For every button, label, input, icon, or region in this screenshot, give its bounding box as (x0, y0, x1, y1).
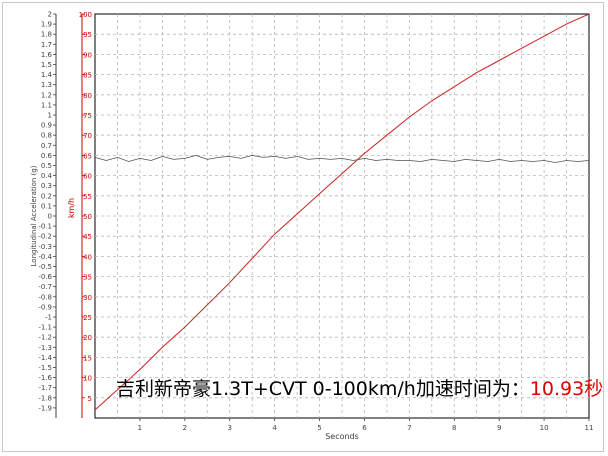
time-tick-label: 8 (452, 424, 456, 432)
time-tick-label: 2 (183, 424, 187, 432)
time-tick-label: 3 (227, 424, 231, 432)
acceleration-tick-label: -1.3 (38, 344, 52, 352)
acceleration-tick-label: -0.9 (38, 303, 52, 311)
acceleration-tick-label: 1 (48, 112, 52, 120)
speed-tick-label: 65 (83, 152, 92, 160)
acceleration-tick-label: 0 (48, 213, 52, 221)
speed-tick-label: 60 (83, 173, 92, 181)
speed-tick-label: 5 (88, 395, 92, 403)
speed-tick-label: 35 (83, 274, 92, 282)
speed-tick-label: 15 (83, 354, 92, 362)
speed-tick-label: 85 (83, 72, 92, 80)
speed-tick-label: 95 (83, 31, 92, 39)
time-tick-label: 7 (407, 424, 411, 432)
time-axis-label: Seconds (325, 432, 359, 441)
speed-tick-label: 80 (83, 92, 92, 100)
acceleration-tick-label: 1.8 (41, 31, 52, 39)
speed-tick-label: 55 (83, 193, 92, 201)
acceleration-tick-label: 0.6 (41, 152, 53, 160)
time-tick-label: 11 (585, 424, 594, 432)
acceleration-tick-label: -0.1 (38, 223, 52, 231)
acceleration-tick-label: 0.8 (41, 132, 52, 140)
speed-tick-label: 40 (83, 253, 92, 261)
time-tick-label: 1 (138, 424, 142, 432)
speed-tick-label: 25 (83, 314, 92, 322)
speed-tick-label: 70 (83, 132, 92, 140)
time-tick-label: 9 (497, 424, 501, 432)
acceleration-tick-label: 0.4 (41, 172, 53, 180)
series-layer (94, 13, 590, 411)
speed-tick-label: 10 (83, 375, 92, 383)
acceleration-tick-label: -1.8 (38, 394, 52, 402)
acceleration-tick-label: 1.6 (41, 51, 53, 59)
acceleration-tick-label: -0.7 (38, 283, 52, 291)
acceleration-tick-label: -1.6 (38, 374, 52, 382)
acceleration-tick-label: 0.3 (41, 182, 52, 190)
acceleration-tick-label: 1.4 (41, 71, 53, 79)
acceleration-series-line (94, 154, 590, 163)
grid-lines (95, 14, 589, 418)
speed-tick-label: 30 (83, 294, 92, 302)
acceleration-result-caption: 吉利新帝豪1.3T+CVT 0-100km/h加速时间为：10.93秒 (116, 374, 603, 401)
acceleration-tick-label: -1.9 (38, 404, 52, 412)
time-tick-label: 10 (540, 424, 549, 432)
acceleration-tick-label: -1.2 (38, 334, 52, 342)
acceleration-tick-label: -0.5 (38, 263, 52, 271)
acceleration-tick-label: 1.5 (41, 61, 52, 69)
time-tick-label: 5 (317, 424, 321, 432)
acceleration-tick-label: -0.8 (38, 293, 52, 301)
time-tick-label: 4 (272, 424, 277, 432)
acceleration-tick-label: -0.4 (38, 253, 52, 261)
speed-tick-label: 20 (83, 334, 92, 342)
acceleration-tick-label: 1.3 (41, 81, 52, 89)
caption-text: 吉利新帝豪1.3T+CVT 0-100km/h加速时间为： (116, 378, 530, 400)
speed-tick-label: 75 (83, 112, 92, 120)
speed-axis: 100 95 90 85 80 75 70 65 60 55 50 45 40 35 30 25 20 15 10 5 (79, 11, 92, 418)
speed-tick-label: 45 (83, 233, 92, 241)
acceleration-tick-label: -0.6 (38, 273, 52, 281)
acceleration-tick-label: -1.7 (38, 384, 52, 392)
acceleration-tick-label: -0.2 (38, 233, 52, 241)
acceleration-tick-label: 0.5 (41, 162, 52, 170)
caption-time-value: 10.93秒 (529, 378, 604, 400)
acceleration-tick-label: -1.4 (38, 354, 52, 362)
speed-tick-label: 50 (83, 213, 92, 221)
acceleration-tick-label: 0.7 (41, 142, 52, 150)
acceleration-tick-label: -1.1 (38, 324, 52, 332)
acceleration-tick-label: 0.9 (41, 122, 52, 130)
acceleration-tick-label: 1.1 (41, 101, 52, 109)
acceleration-tick-label: -1.5 (38, 364, 52, 372)
acceleration-tick-label: 0.1 (41, 202, 52, 210)
speed-series-line (94, 13, 590, 411)
acceleration-axis: 2 1.9 1.8 1.7 1.6 1.5 1.4 1.3 1.2 1.1 1 0.9 0.8 0.7 0.… (38, 11, 57, 418)
acceleration-tick-label: 0.2 (41, 192, 52, 200)
acceleration-axis-label: Longitudinal Acceleration (g) (30, 165, 38, 266)
acceleration-tick-label: 2 (48, 11, 52, 19)
speed-tick-label: 100 (79, 11, 92, 19)
speed-tick-label: 90 (83, 51, 92, 59)
acceleration-tick-label: 1.9 (41, 21, 52, 29)
speed-axis-label: km/h (67, 198, 76, 218)
acceleration-tick-label: 1.7 (41, 41, 52, 49)
acceleration-tick-label: 1.2 (41, 91, 52, 99)
time-tick-label: 6 (362, 424, 367, 432)
time-axis: 1 2 3 4 5 6 7 8 9 10 11 (138, 418, 594, 432)
acceleration-tick-label: -0.3 (38, 243, 52, 251)
acceleration-tick-label: -1 (45, 314, 52, 322)
